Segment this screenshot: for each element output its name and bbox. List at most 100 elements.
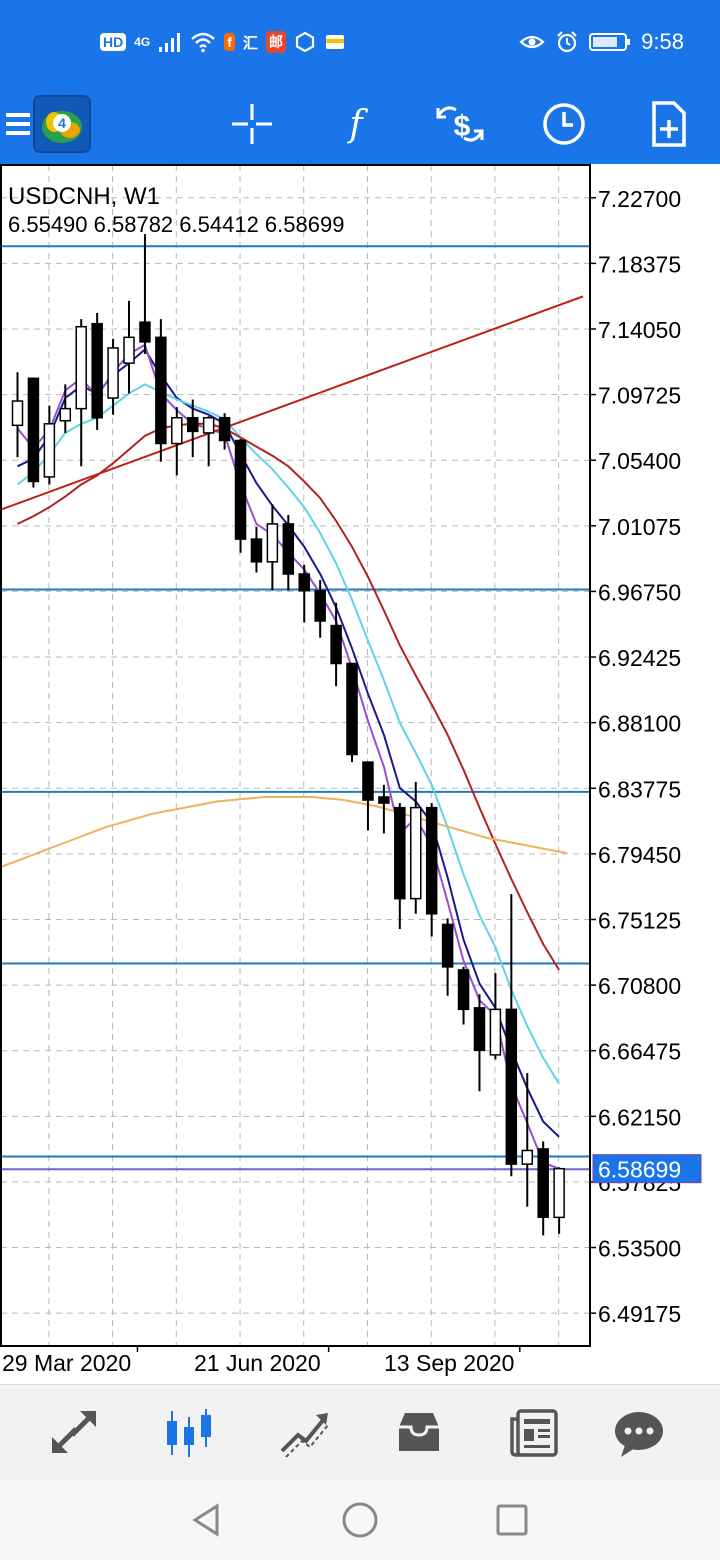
chart-icon [167,1409,211,1457]
new-order-icon [652,101,686,147]
crosshair-icon [232,104,272,144]
candle-bear [27,377,40,483]
price-tick-label: 7.22700 [598,186,681,212]
app-notification-icon: f [224,33,235,51]
candle-bull [410,806,422,900]
price-tick-label: 6.96750 [598,579,681,605]
price-tick-label: 6.62150 [598,1104,681,1130]
price-tick-label: 7.09725 [598,383,681,409]
candle-bull [107,347,119,399]
symbol-title: USDCNH, W1 [8,183,160,210]
price-tick-label: 6.75125 [598,907,681,933]
candle-bull [266,523,279,563]
signal-icon [159,33,181,52]
trade-nav-icon [280,1413,329,1458]
network-type: 4G [134,35,151,49]
candle-bull [171,416,183,445]
candle-bear [139,321,151,343]
candle-bear [330,624,342,665]
nav-history[interactable] [385,1399,453,1467]
toolbar: 4 f $ [0,84,720,164]
price-tick-label: 6.49175 [598,1301,681,1327]
candle-bear [394,806,406,900]
nav-chat[interactable] [605,1399,673,1467]
home-icon [342,1502,378,1538]
trendline[interactable] [0,295,584,524]
candle-bull [202,416,215,434]
chart-area[interactable]: 7.22700 7.18375 7.14050 7.09725 7.05400 7.010… [0,164,720,1384]
candle-bull [59,407,72,422]
bottom-navigation [0,1384,720,1481]
mt4-logo-button[interactable]: 4 [30,92,94,156]
candle-bear [425,806,438,915]
app-hexagon-icon [295,31,315,53]
candle-bull [75,325,87,410]
candle-bear [505,1008,518,1165]
menu-button[interactable] [0,92,50,156]
candle-bull [489,1008,502,1056]
date-tick-label: 29 Mar 2020 [2,1350,131,1376]
hd-indicator: HD [100,33,127,51]
home-button[interactable] [335,1498,385,1542]
price-tick-label: 7.05400 [598,448,681,474]
current-price-tag [592,1154,702,1184]
app-card-icon [325,35,344,49]
app-badge-hui: 汇 [242,34,258,52]
candle-bear [91,322,103,419]
indicators-button[interactable]: f [324,92,388,156]
recents-button[interactable] [487,1498,537,1542]
battery-icon [589,33,631,51]
indicators-icon: f [346,104,368,145]
candle-bull [521,1149,534,1165]
timeframe-icon [543,103,585,145]
candle-bear [473,1007,486,1052]
nav-chart[interactable] [155,1399,223,1467]
new-order-button[interactable] [636,92,700,156]
clock-time: 9:58 [641,29,684,54]
candle-bear [378,796,390,804]
alarm-icon [557,31,577,53]
candle-bear [186,416,199,433]
candle-bear [362,761,374,801]
quotes-icon [52,1411,96,1453]
status-right: 9:58 [519,26,684,58]
price-tick-label: 7.01075 [598,514,681,540]
candlestick-chart[interactable]: 7.22700 7.18375 7.14050 7.09725 7.05400 7.010… [0,164,720,1384]
nav-news[interactable] [500,1399,568,1467]
price-tick-label: 6.92425 [598,645,681,671]
candle-bear [250,538,263,563]
menu-icon [6,113,30,135]
nav-quotes[interactable] [40,1399,108,1467]
price-tick-label: 6.79450 [598,842,681,868]
price-tick-label: 7.14050 [598,317,681,343]
back-button[interactable] [180,1498,230,1542]
candle-bear [282,523,295,575]
trade-icon: $ [436,106,484,143]
nav-trade[interactable] [270,1399,338,1467]
timeframe-button[interactable] [532,92,596,156]
candle-bear [218,416,231,442]
price-tick-label: 6.88100 [598,711,681,737]
candle-bear [314,589,326,622]
status-bar: HD 4G f 汇 邮 9:58 [0,0,720,84]
candle-bull [11,400,24,427]
wifi-icon [191,32,216,53]
candle-bull [43,423,56,478]
price-tick-label: 6.66475 [598,1039,681,1065]
status-left: HD 4G f 汇 邮 [100,26,346,58]
system-navigation [0,1480,720,1560]
ohlc-readout: 6.55490 6.58782 6.54412 6.58699 [8,212,344,237]
candle-bear [537,1148,549,1218]
app-badge-you: 邮 [265,31,286,53]
history-icon [399,1413,439,1451]
news-icon [510,1409,558,1457]
candle-bear [298,573,310,592]
crosshair-button[interactable] [220,92,284,156]
svg-text:$: $ [454,110,471,143]
price-tick-label: 6.53500 [598,1236,681,1262]
candle-bear [346,662,358,756]
plot-border [0,164,591,1347]
moving-average-ma-cyan [16,383,560,1085]
trade-button[interactable]: $ [428,92,492,156]
chat-icon [615,1412,663,1457]
